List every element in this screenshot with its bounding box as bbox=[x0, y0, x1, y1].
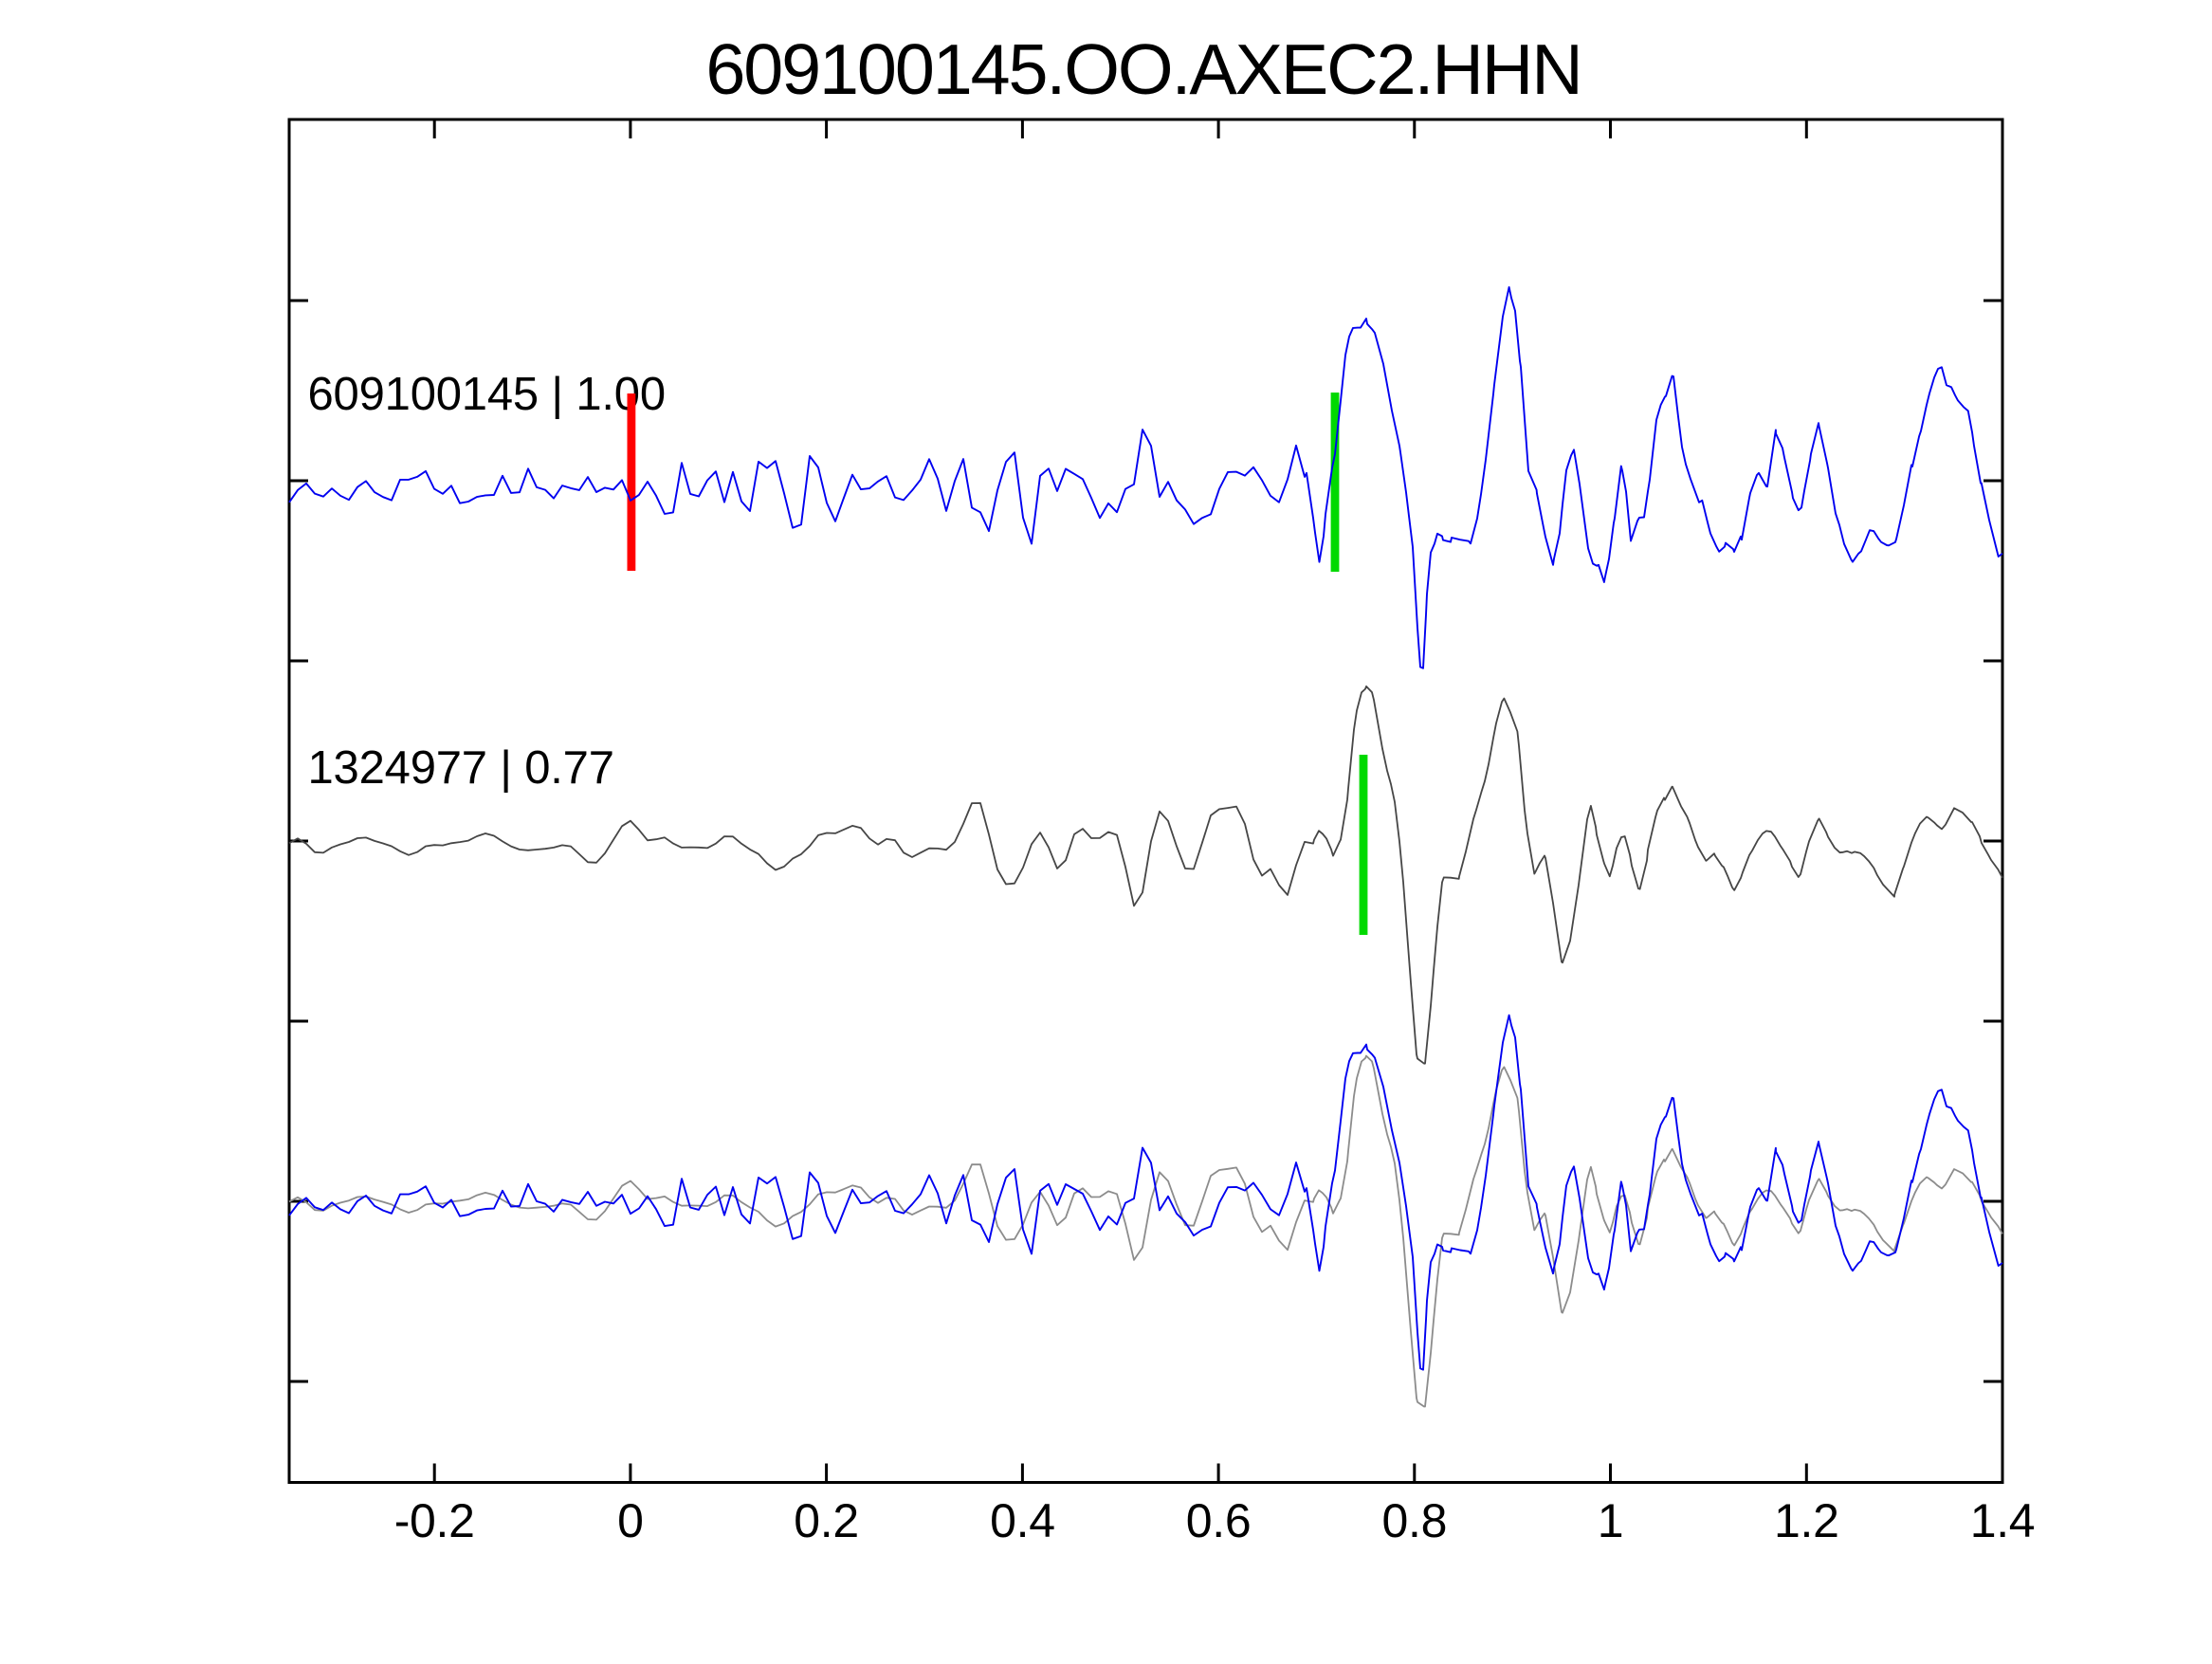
svg-text:1.2: 1.2 bbox=[1774, 1494, 1839, 1547]
svg-text:0.2: 0.2 bbox=[794, 1494, 859, 1547]
svg-text:1: 1 bbox=[1598, 1494, 1624, 1547]
svg-text:1324977 | 0.77: 1324977 | 0.77 bbox=[308, 742, 614, 794]
svg-text:0.8: 0.8 bbox=[1381, 1494, 1447, 1547]
svg-text:609100145.OO.AXEC2.HHN: 609100145.OO.AXEC2.HHN bbox=[705, 29, 1581, 109]
svg-text:0.6: 0.6 bbox=[1186, 1494, 1252, 1547]
svg-text:609100145 | 1.00: 609100145 | 1.00 bbox=[308, 369, 666, 420]
svg-text:0: 0 bbox=[617, 1494, 644, 1547]
svg-text:-0.2: -0.2 bbox=[394, 1494, 475, 1547]
svg-text:0.4: 0.4 bbox=[990, 1494, 1055, 1547]
svg-text:1.4: 1.4 bbox=[1970, 1494, 2036, 1547]
